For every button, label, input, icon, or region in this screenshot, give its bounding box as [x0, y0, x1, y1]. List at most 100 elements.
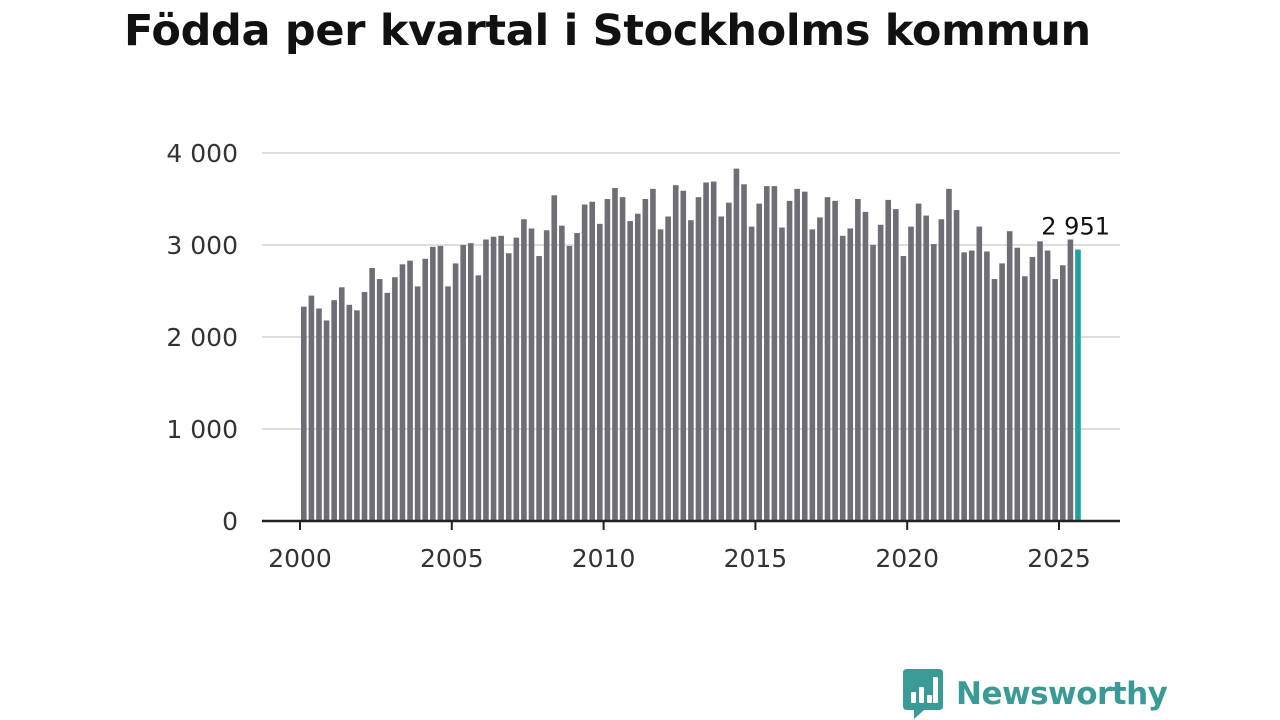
bar: [308, 295, 315, 521]
bar: [817, 217, 823, 521]
bar: [452, 263, 459, 521]
bar: [467, 243, 474, 521]
x-tick-label: 2020: [875, 544, 939, 573]
bar: [832, 200, 838, 521]
bar: [498, 235, 504, 522]
bar: [862, 211, 869, 521]
bar: [824, 197, 831, 521]
bar: [688, 220, 694, 521]
bar: [1006, 231, 1013, 521]
bar: [733, 168, 740, 521]
bar: [999, 263, 1005, 521]
bar: [718, 216, 725, 522]
bar: [597, 223, 603, 521]
bar: [513, 237, 520, 521]
bar: [521, 219, 527, 522]
bar: [445, 286, 451, 521]
bar: [710, 181, 717, 521]
bar: [1037, 241, 1043, 521]
y-tick-label: 3 000: [166, 231, 238, 260]
y-tick-label: 4 000: [166, 139, 238, 168]
bar: [612, 187, 618, 521]
bar: [376, 279, 383, 521]
x-tick-label: 2025: [1027, 544, 1091, 573]
bar: [763, 186, 770, 521]
bar: [801, 191, 808, 521]
bar: [407, 260, 413, 521]
bar: [900, 256, 907, 521]
bar: [953, 210, 960, 522]
bar: [316, 308, 322, 521]
bar: [961, 252, 967, 522]
bar: [877, 224, 884, 521]
bar: [642, 199, 649, 521]
bar: [589, 201, 596, 521]
bar: [809, 229, 816, 522]
brand-logo: Newsworthy: [902, 668, 1168, 720]
y-tick-label: 1 000: [166, 415, 238, 444]
bar: [650, 188, 656, 521]
bar: [946, 188, 952, 521]
bar: [1067, 239, 1074, 522]
bar: [338, 287, 345, 521]
bar: [475, 275, 482, 521]
bar: [392, 277, 398, 521]
value-labels: 2 951: [1041, 213, 1110, 241]
bar: [1029, 256, 1036, 521]
y-axis: 0 1 000 2 000 3 000 4 000: [166, 139, 238, 536]
bar: [771, 186, 778, 521]
bar: [908, 226, 914, 521]
bar: [657, 229, 664, 522]
x-tick-label: 2010: [572, 544, 636, 573]
bar: [1014, 247, 1021, 521]
bar: [748, 226, 755, 521]
bar: [938, 219, 945, 522]
bar: [384, 292, 391, 521]
bar: [536, 256, 542, 521]
x-tick-label: 2000: [268, 544, 332, 573]
bar: [627, 221, 633, 521]
bar: [543, 230, 550, 521]
bar: [976, 226, 983, 521]
bar: [885, 199, 892, 522]
chart-title: Födda per kvartal i Stockholms kommun: [124, 6, 1091, 56]
bar-chart-speech-bubble-icon: [903, 669, 943, 719]
bar: [505, 253, 512, 521]
bar: [566, 245, 573, 522]
bar: [672, 185, 679, 521]
bar: [794, 188, 800, 521]
bar: [779, 227, 785, 521]
bar: [604, 199, 611, 521]
bar: [551, 195, 558, 521]
bar: [984, 251, 990, 521]
bar: [1044, 250, 1051, 521]
bar: [574, 233, 580, 522]
bar: [422, 258, 429, 521]
bar: [354, 310, 360, 521]
bar: [839, 235, 846, 522]
bar: [968, 250, 975, 521]
bar: [695, 197, 702, 521]
bar: [703, 182, 709, 521]
bar: [1022, 276, 1028, 521]
bar: [893, 209, 899, 521]
bar: [756, 203, 762, 521]
bar-highlighted: [1075, 249, 1081, 521]
bar: [581, 204, 588, 521]
bar: [437, 245, 444, 522]
bar: [855, 199, 861, 521]
bar: [301, 306, 307, 521]
bar: [665, 216, 671, 522]
bar: [490, 236, 497, 521]
bar: [430, 246, 436, 521]
bar: [930, 244, 937, 521]
bar: [991, 279, 998, 521]
x-tick-label: 2015: [724, 544, 788, 573]
bar: [361, 291, 368, 521]
bar: [559, 225, 565, 521]
bar: [414, 286, 421, 521]
bar: [1052, 279, 1059, 521]
bar: [786, 200, 793, 521]
highlight-value-label: 2 951: [1041, 213, 1110, 241]
bar: [726, 202, 732, 521]
